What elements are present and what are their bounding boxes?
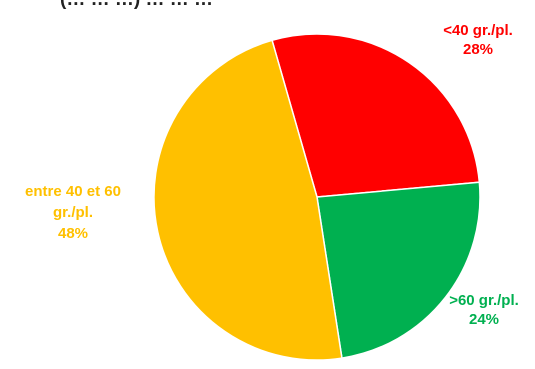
- pie-slice-2: [153, 39, 343, 361]
- slice-label-1: >60 gr./pl. 24%: [449, 292, 519, 328]
- slice-percent-label: 24%: [469, 311, 499, 328]
- slice-category-label: >60 gr./pl.: [449, 292, 519, 309]
- pie-slices: [153, 33, 481, 361]
- slice-category-label: gr./pl.: [53, 204, 93, 221]
- slice-label-0: <40 gr./pl. 28%: [443, 22, 513, 58]
- pie-slice-0: [271, 33, 481, 198]
- slice-label-2: entre 40 et 60 gr./pl. 48%: [25, 183, 121, 242]
- slice-percent-label: 48%: [58, 225, 88, 242]
- slice-category-label: <40 gr./pl.: [443, 22, 513, 39]
- slice-percent-label: 28%: [463, 41, 493, 58]
- slice-category-label: entre 40 et 60: [25, 183, 121, 200]
- pie-labels: <40 gr./pl. 28% >60 gr./pl. 24% entre 40 et …: [25, 22, 519, 328]
- pie-slice-1: [316, 181, 481, 359]
- chart-title: (… … …) … … …: [60, 0, 530, 11]
